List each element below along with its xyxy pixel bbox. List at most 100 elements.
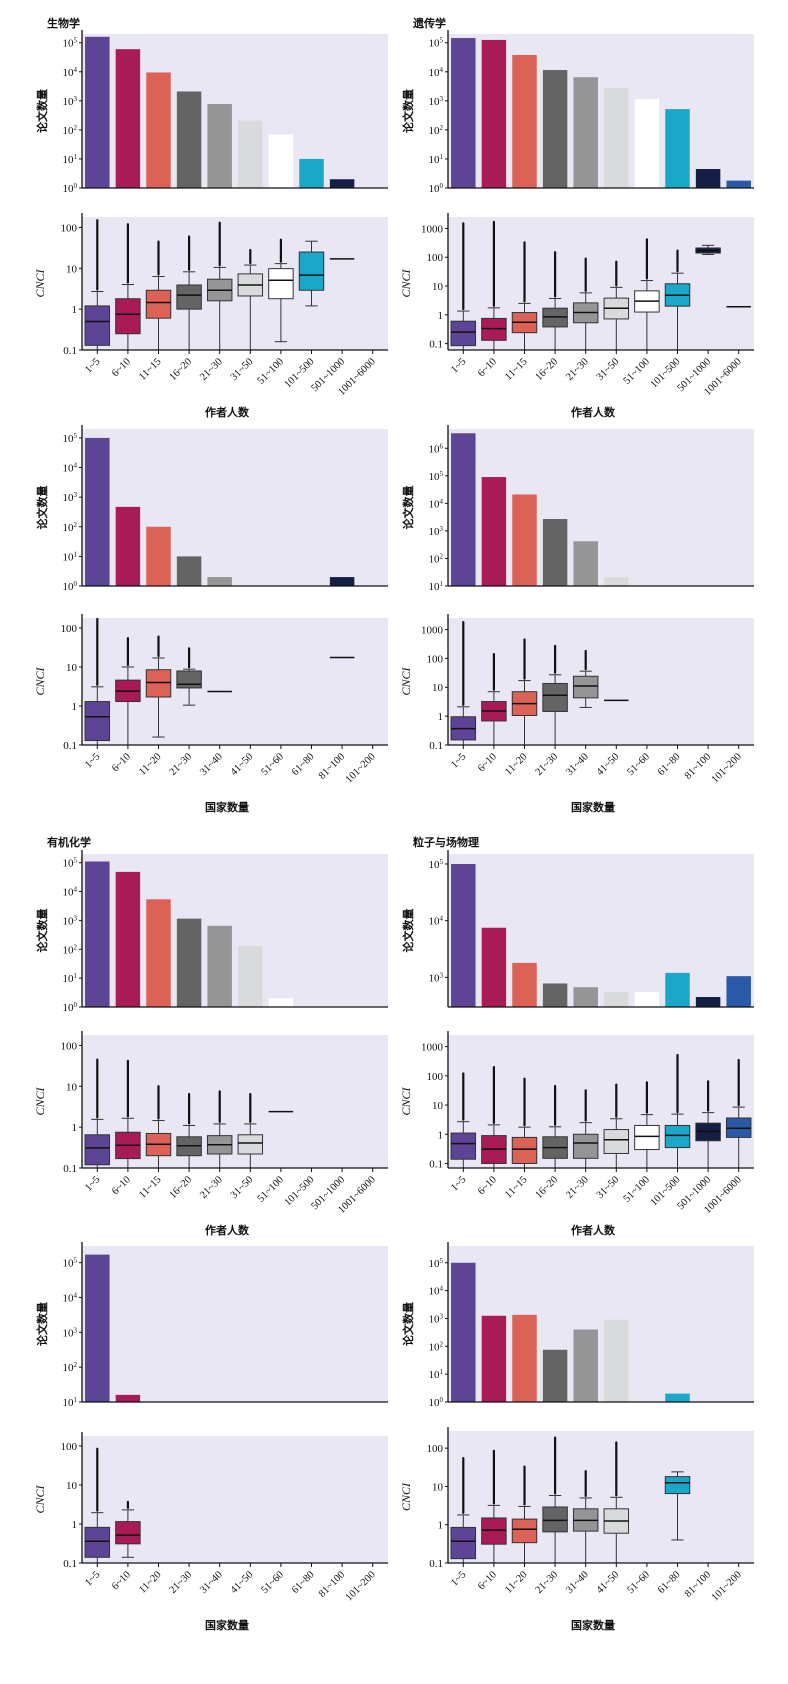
x-tick-label: 16~20 bbox=[534, 356, 561, 383]
y-tick-label: 103 bbox=[429, 1312, 444, 1325]
x-tick-label: 11~20 bbox=[503, 1569, 529, 1595]
bar-101~500 bbox=[665, 972, 690, 1007]
y-tick-label: 100 bbox=[63, 580, 78, 593]
bar-11~15 bbox=[512, 54, 537, 189]
y-tick-label: 104 bbox=[63, 1291, 78, 1304]
y-tick-label: 100 bbox=[63, 1001, 78, 1014]
plot-area bbox=[82, 1246, 388, 1402]
x-tick-label: 16~20 bbox=[534, 1174, 561, 1201]
y-tick-label: 101 bbox=[429, 1368, 444, 1381]
box-1~5 bbox=[450, 1132, 477, 1160]
x-tick-label: 6~10 bbox=[110, 751, 133, 774]
y-axis-label: 论文数量 bbox=[401, 1302, 415, 1346]
y-tick-label: 100 bbox=[427, 1071, 444, 1083]
box-21~30 bbox=[542, 682, 568, 712]
x-tick-label: 51~60 bbox=[625, 751, 652, 778]
y-tick-label: 1 bbox=[438, 711, 444, 723]
x-tick-label: 21~30 bbox=[564, 1174, 591, 1201]
bar-31~50 bbox=[238, 945, 263, 1007]
bar-31~40 bbox=[207, 577, 232, 586]
box-6~10 bbox=[481, 1517, 507, 1545]
bar-501~1000 bbox=[329, 179, 355, 188]
y-tick-label: 105 bbox=[429, 1257, 444, 1270]
x-tick-label: 21~30 bbox=[534, 751, 561, 778]
box-21~30 bbox=[176, 670, 202, 689]
y-tick-label: 100 bbox=[429, 182, 444, 195]
y-tick-label: 103 bbox=[429, 971, 444, 984]
bar-51~100 bbox=[634, 99, 660, 188]
x-tick-label: 1~5 bbox=[449, 1174, 468, 1193]
x-tick-label: 6~10 bbox=[476, 1569, 499, 1592]
x-tick-label: 1~5 bbox=[449, 751, 468, 770]
y-tick-label: 1 bbox=[72, 1122, 78, 1134]
y-tick-label: 102 bbox=[63, 943, 78, 956]
y-tick-label: 0.1 bbox=[429, 339, 443, 351]
y-tick-label: 105 bbox=[63, 37, 78, 50]
y-axis-label: 论文数量 bbox=[35, 909, 49, 953]
x-axis-label: 国家数量 bbox=[205, 1618, 249, 1632]
box-1~5 bbox=[84, 305, 111, 346]
box-11~20 bbox=[145, 669, 172, 698]
x-tick-label: 61~80 bbox=[656, 1569, 683, 1596]
plot-area bbox=[448, 618, 754, 745]
x-axis-label: 国家数量 bbox=[571, 1618, 615, 1632]
y-tick-label: 103 bbox=[63, 1326, 78, 1339]
y-axis-label: 论文数量 bbox=[35, 1302, 49, 1346]
bar-16~20 bbox=[542, 983, 568, 1007]
x-tick-label: 51~100 bbox=[622, 356, 652, 386]
y-tick-label: 0.1 bbox=[63, 1558, 77, 1570]
chart-organic-chemistry-authors-count: 100 101 102 103 104 105 论文数量 有机化学 bbox=[35, 835, 388, 1014]
x-tick-label: 61~80 bbox=[656, 751, 683, 778]
x-tick-label: 51~60 bbox=[259, 751, 286, 778]
bar-6~10 bbox=[481, 39, 507, 188]
y-tick-label: 104 bbox=[63, 66, 78, 79]
x-tick-label: 31~40 bbox=[564, 751, 591, 778]
box-101~500 bbox=[298, 251, 325, 291]
bar-51~100 bbox=[634, 992, 660, 1007]
y-tick-label: 105 bbox=[63, 1257, 78, 1270]
x-tick-label: 81~100 bbox=[317, 1569, 347, 1599]
y-tick-label: 100 bbox=[429, 1396, 444, 1409]
y-axis-label: CNCI bbox=[33, 1484, 47, 1513]
y-tick-label: 104 bbox=[429, 1285, 444, 1298]
x-tick-label: 11~15 bbox=[137, 1174, 163, 1200]
y-tick-label: 103 bbox=[63, 491, 78, 504]
chart-biology-authors-count: 100 101 102 103 104 105 论文数量 生物学 bbox=[35, 16, 388, 195]
chart-particle-physics-authors-count: 103 104 105 论文数量 粒子与场物理 bbox=[401, 835, 754, 1008]
bar-31~40 bbox=[573, 541, 598, 586]
y-tick-label: 100 bbox=[61, 222, 78, 234]
y-tick-label: 105 bbox=[429, 858, 444, 871]
y-tick-label: 100 bbox=[427, 252, 444, 264]
bar-1~5 bbox=[451, 433, 476, 586]
x-tick-label: 11~20 bbox=[137, 1569, 163, 1595]
y-tick-label: 10 bbox=[432, 1481, 444, 1493]
x-tick-label: 1~5 bbox=[449, 356, 468, 375]
y-tick-label: 103 bbox=[63, 914, 78, 927]
y-tick-label: 102 bbox=[63, 521, 78, 534]
y-tick-label: 10 bbox=[66, 1081, 78, 1093]
chart-genetics-authors-cnci: 0.1 1 10 100 1000 CNCI 1~5 6~10 11~15 16~20 21~30 3… bbox=[399, 213, 754, 419]
x-tick-label: 1~5 bbox=[83, 1569, 102, 1588]
chart-particle-physics-authors-cnci: 0.1 1 10 100 1000 CNCI 1~5 6~10 11~15 16~20 21~30 3… bbox=[399, 1031, 754, 1237]
y-axis-label: CNCI bbox=[33, 268, 47, 297]
y-tick-label: 104 bbox=[429, 66, 444, 79]
bar-6~10 bbox=[481, 927, 507, 1007]
y-axis-label: 论文数量 bbox=[35, 89, 49, 133]
bar-1~5 bbox=[451, 863, 476, 1007]
y-tick-label: 1 bbox=[438, 310, 444, 322]
chart-particle-physics-countries-cnci: 0.1 1 10 100 CNCI 1~5 6~10 11~20 21~30 31~40 41~50… bbox=[399, 1427, 754, 1632]
bar-1~5 bbox=[85, 861, 110, 1007]
x-tick-label: 81~100 bbox=[317, 751, 347, 781]
y-tick-label: 1 bbox=[438, 1520, 444, 1532]
y-axis-label: 论文数量 bbox=[401, 89, 415, 133]
y-tick-label: 100 bbox=[61, 1441, 78, 1453]
bar-16~20 bbox=[542, 70, 568, 188]
bar-1001~6000 bbox=[726, 180, 751, 188]
box-1~5 bbox=[84, 701, 111, 742]
x-tick-label: 51~100 bbox=[256, 356, 286, 386]
chart-genetics-countries-count: 101 102 103 104 105 106 论文数量 bbox=[401, 425, 754, 593]
chart-genetics-countries-cnci: 0.1 1 10 100 1000 CNCI 1~5 6~10 11~20 21~30 31~40 4… bbox=[399, 614, 754, 814]
panel-title: 粒子与场物理 bbox=[413, 835, 479, 849]
x-tick-label: 11~15 bbox=[503, 1174, 529, 1200]
